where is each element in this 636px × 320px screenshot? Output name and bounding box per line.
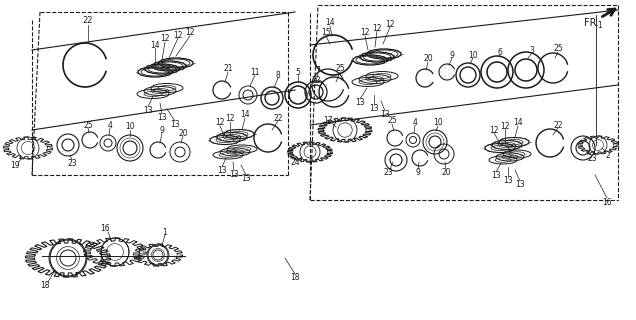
Text: 20: 20	[423, 53, 433, 62]
Text: 12: 12	[215, 117, 225, 126]
Text: 22: 22	[83, 15, 93, 25]
Text: 5: 5	[296, 68, 300, 76]
Text: 12: 12	[185, 28, 195, 36]
Text: 12: 12	[501, 122, 509, 131]
Text: 8: 8	[275, 70, 280, 79]
Text: 13: 13	[229, 170, 238, 179]
Text: 25: 25	[553, 44, 563, 52]
Text: 15: 15	[321, 28, 331, 36]
Text: 12: 12	[385, 20, 395, 28]
Text: 23: 23	[67, 158, 77, 167]
Text: 17: 17	[323, 116, 333, 124]
Text: 13: 13	[503, 175, 513, 185]
Text: 14: 14	[150, 41, 160, 50]
Text: 22: 22	[553, 121, 563, 130]
Text: 12: 12	[489, 125, 499, 134]
Text: 13: 13	[515, 180, 525, 188]
Text: 25: 25	[335, 63, 345, 73]
Text: 12: 12	[372, 23, 382, 33]
Text: 16: 16	[602, 197, 612, 206]
Text: 22: 22	[311, 76, 321, 84]
Text: 20: 20	[178, 129, 188, 138]
Text: 14: 14	[240, 109, 250, 118]
Text: 9: 9	[160, 125, 165, 134]
Text: 12: 12	[225, 114, 235, 123]
Text: 6: 6	[497, 47, 502, 57]
Text: 10: 10	[468, 51, 478, 60]
Text: 3: 3	[530, 45, 534, 54]
Text: 21: 21	[223, 63, 233, 73]
Text: 13: 13	[157, 113, 167, 122]
Text: 2: 2	[605, 150, 611, 159]
Text: 19: 19	[10, 161, 20, 170]
Text: 4: 4	[413, 117, 417, 126]
Text: 18: 18	[290, 274, 300, 283]
Text: 16: 16	[100, 223, 110, 233]
Text: 9: 9	[450, 51, 455, 60]
Text: 12: 12	[173, 30, 183, 39]
Text: 25: 25	[83, 121, 93, 130]
Text: 14: 14	[513, 117, 523, 126]
Text: 10: 10	[433, 117, 443, 126]
Text: 12: 12	[160, 34, 170, 43]
Text: 13: 13	[143, 106, 153, 115]
Text: 14: 14	[325, 18, 335, 27]
Text: 23: 23	[383, 167, 393, 177]
Text: 1: 1	[598, 20, 602, 29]
Text: 25: 25	[387, 116, 397, 124]
Text: 1: 1	[163, 228, 167, 236]
Text: 13: 13	[217, 165, 227, 174]
Text: 11: 11	[250, 68, 259, 76]
Text: 13: 13	[369, 103, 379, 113]
Text: FR.: FR.	[584, 18, 600, 28]
Text: 4: 4	[107, 121, 113, 130]
Text: 13: 13	[491, 171, 501, 180]
Text: 18: 18	[40, 281, 50, 290]
Text: 9: 9	[415, 167, 420, 177]
Text: 20: 20	[441, 167, 451, 177]
Text: 7: 7	[315, 66, 321, 75]
Text: 12: 12	[360, 28, 370, 36]
Text: 10: 10	[125, 122, 135, 131]
Text: 13: 13	[241, 173, 251, 182]
Text: 13: 13	[380, 109, 390, 118]
Text: 24: 24	[290, 157, 300, 166]
Text: 13: 13	[355, 98, 365, 107]
Text: 23: 23	[587, 154, 597, 163]
Text: 22: 22	[273, 114, 283, 123]
Text: 13: 13	[170, 119, 180, 129]
